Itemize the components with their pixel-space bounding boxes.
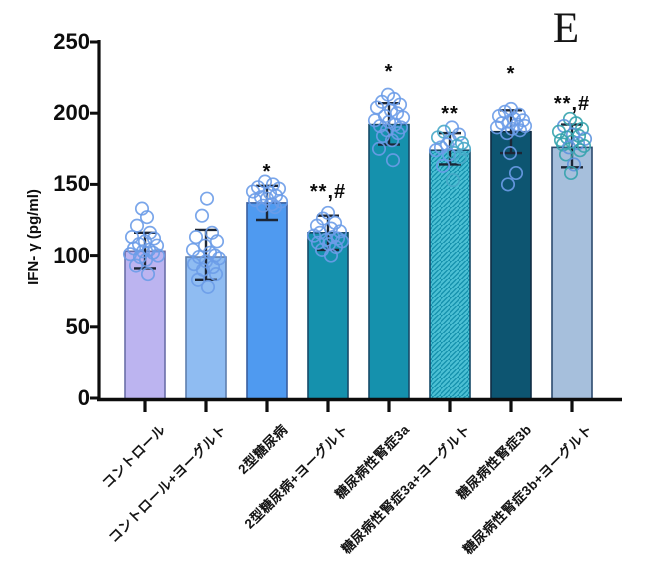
y-tick-label: 100: [53, 242, 90, 268]
data-point: [140, 267, 156, 282]
data-point: [199, 191, 215, 206]
data-point: [309, 218, 325, 233]
data-point: [149, 238, 165, 253]
data-point: [208, 267, 224, 282]
significance-annotation: *: [384, 61, 394, 84]
y-tick-label: 0: [77, 385, 90, 410]
data-point: [508, 165, 524, 181]
y-tick-label: 200: [53, 100, 90, 126]
data-point: [209, 234, 225, 249]
data-point: [122, 247, 138, 262]
data-point: [372, 118, 388, 134]
data-point: [499, 126, 515, 141]
data-point: [188, 230, 204, 245]
data-point: [306, 228, 322, 243]
data-point: [200, 279, 216, 294]
data-point: [190, 272, 206, 287]
data-point: [500, 177, 516, 192]
data-point: [435, 158, 451, 173]
bar: [429, 149, 471, 400]
data-point: [310, 235, 326, 250]
data-point: [395, 110, 411, 125]
data-point: [428, 143, 444, 158]
data-point: [323, 248, 339, 263]
bar: [551, 146, 593, 400]
significance-annotation: **,#: [553, 92, 591, 115]
significance-annotation: *: [262, 161, 272, 183]
data-point: [371, 141, 387, 156]
panel-label: E: [552, 5, 580, 52]
data-point: [150, 248, 166, 263]
bar: [368, 123, 410, 400]
significance-annotation: **: [441, 102, 459, 125]
data-point: [384, 133, 400, 148]
bar: [246, 202, 288, 400]
y-tick-label: 50: [65, 313, 90, 339]
data-point: [205, 259, 221, 275]
significance-annotation: *: [506, 62, 516, 85]
data-point: [267, 200, 283, 215]
data-point: [504, 121, 520, 136]
data-point: [146, 231, 162, 246]
data-point: [124, 230, 140, 245]
data-point: [129, 218, 145, 233]
data-point: [385, 153, 401, 168]
data-point: [128, 258, 144, 273]
y-tick-label: 250: [53, 29, 90, 54]
data-point: [250, 180, 266, 195]
bar: [307, 232, 349, 400]
bar: [490, 130, 532, 400]
y-tick-label: 150: [53, 171, 90, 197]
data-point: [194, 208, 210, 223]
data-point: [512, 123, 528, 138]
data-point: [445, 173, 461, 188]
data-point: [451, 127, 467, 142]
y-axis-title: IFN- γ (pg/ml): [25, 189, 42, 285]
data-point: [502, 146, 518, 161]
data-point: [452, 150, 468, 165]
data-point: [577, 131, 593, 146]
data-point: [517, 118, 533, 134]
data-point: [139, 210, 155, 225]
data-point: [264, 197, 280, 212]
data-point: [375, 128, 391, 144]
data-point: [191, 249, 207, 265]
data-point: [558, 147, 574, 162]
data-point: [197, 238, 213, 253]
data-point: [566, 157, 582, 172]
data-point: [563, 165, 579, 181]
data-point: [572, 143, 588, 158]
bar: [124, 250, 166, 400]
data-point: [576, 138, 592, 154]
significance-annotation: **,#: [309, 180, 347, 203]
